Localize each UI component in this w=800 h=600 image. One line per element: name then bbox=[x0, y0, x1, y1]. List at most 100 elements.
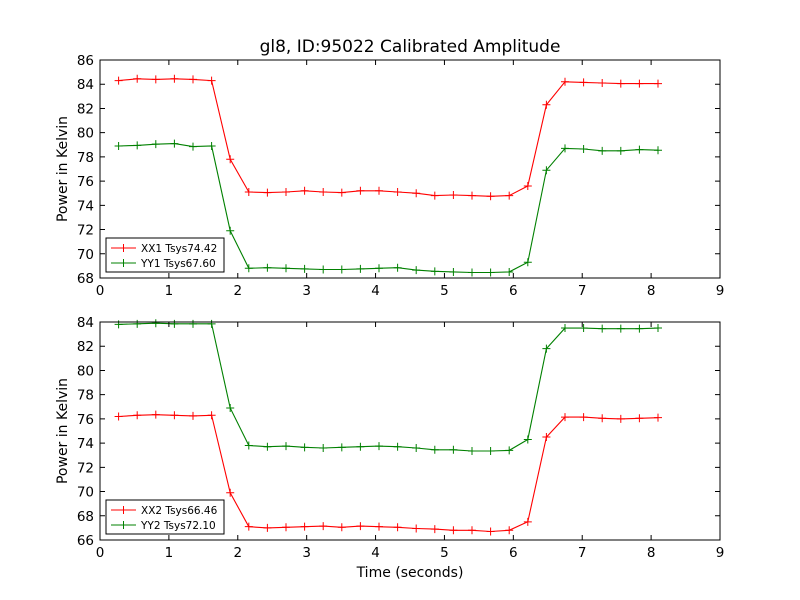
legend-marker bbox=[119, 521, 128, 529]
data-point bbox=[151, 319, 160, 328]
data-point bbox=[282, 188, 290, 197]
data-point bbox=[319, 188, 328, 197]
data-point bbox=[263, 263, 272, 272]
data-point bbox=[486, 446, 495, 455]
y-tick-label: 70 bbox=[77, 485, 94, 501]
data-point bbox=[170, 319, 179, 328]
data-point bbox=[654, 324, 662, 333]
data-point bbox=[244, 522, 253, 531]
x-tick-label: 9 bbox=[716, 545, 725, 561]
data-point bbox=[356, 264, 365, 273]
data-point bbox=[133, 411, 142, 420]
data-point bbox=[616, 414, 625, 423]
data-point bbox=[635, 324, 644, 333]
data-point bbox=[561, 77, 569, 86]
data-point bbox=[616, 79, 625, 88]
data-point bbox=[654, 146, 662, 155]
data-point bbox=[133, 74, 142, 83]
x-tick-label: 7 bbox=[578, 283, 587, 299]
data-point bbox=[282, 523, 290, 532]
data-point bbox=[282, 442, 290, 451]
data-point bbox=[468, 191, 476, 200]
data-point bbox=[523, 435, 532, 444]
x-axis-label: Time (seconds) bbox=[356, 565, 464, 581]
y-tick-label: 74 bbox=[77, 436, 94, 452]
data-point bbox=[375, 264, 383, 273]
data-point bbox=[412, 524, 421, 533]
legend-entry: XX1 Tsys74.42 bbox=[141, 243, 217, 255]
x-tick-label: 1 bbox=[165, 283, 174, 299]
legend-marker bbox=[119, 244, 128, 252]
data-point bbox=[430, 267, 439, 276]
x-tick-label: 0 bbox=[96, 283, 105, 299]
data-point bbox=[654, 79, 662, 88]
data-point bbox=[635, 79, 644, 88]
data-point bbox=[151, 140, 160, 149]
y-axis-label: Power in Kelvin bbox=[55, 378, 71, 484]
data-point bbox=[300, 264, 309, 273]
data-point bbox=[319, 443, 328, 452]
data-point bbox=[244, 188, 253, 197]
data-point bbox=[114, 141, 123, 150]
data-point bbox=[505, 446, 514, 455]
data-point bbox=[244, 441, 253, 450]
data-point bbox=[505, 191, 514, 200]
legend-marker bbox=[119, 259, 128, 267]
data-point bbox=[579, 145, 588, 154]
data-point bbox=[226, 226, 235, 235]
legend: XX2 Tsys66.46 YY2 Tsys72.10 bbox=[105, 499, 225, 535]
plot-frame bbox=[99, 59, 721, 279]
data-point bbox=[616, 146, 625, 155]
legend: XX1 Tsys74.42 YY1 Tsys67.60 bbox=[105, 237, 225, 273]
chart-title: gl8, ID:95022 Calibrated Amplitude bbox=[260, 37, 561, 57]
y-tick-label: 72 bbox=[77, 460, 94, 476]
data-point bbox=[375, 186, 383, 195]
y-tick-label: 78 bbox=[77, 150, 94, 166]
data-point bbox=[226, 488, 235, 497]
data-point bbox=[189, 75, 197, 84]
legend-marker bbox=[119, 506, 128, 514]
data-point bbox=[207, 141, 216, 150]
data-point bbox=[319, 265, 328, 274]
y-tick-label: 84 bbox=[77, 77, 94, 93]
data-point bbox=[226, 403, 235, 412]
y-tick-label: 74 bbox=[77, 198, 94, 214]
legend-entry: XX2 Tsys66.46 bbox=[141, 505, 218, 517]
legend-box bbox=[105, 237, 225, 273]
data-point bbox=[635, 145, 644, 154]
data-point bbox=[133, 319, 142, 328]
data-point bbox=[561, 144, 569, 153]
data-point bbox=[393, 442, 402, 451]
data-point bbox=[542, 433, 551, 442]
data-point bbox=[337, 188, 346, 197]
data-point bbox=[523, 517, 532, 526]
data-point bbox=[337, 265, 346, 274]
data-point bbox=[393, 523, 402, 532]
data-point bbox=[282, 264, 290, 273]
data-point bbox=[598, 146, 607, 155]
data-point bbox=[300, 186, 309, 195]
y-tick-label: 86 bbox=[77, 53, 94, 69]
data-point bbox=[598, 79, 607, 88]
data-point bbox=[468, 268, 476, 277]
data-point bbox=[598, 324, 607, 333]
data-point bbox=[449, 191, 458, 200]
data-point bbox=[337, 523, 346, 532]
data-point bbox=[430, 191, 439, 200]
x-tick-label: 6 bbox=[509, 283, 518, 299]
data-point bbox=[263, 188, 272, 197]
data-point bbox=[523, 181, 532, 190]
data-point bbox=[412, 266, 421, 275]
y-tick-label: 82 bbox=[77, 101, 94, 117]
data-point bbox=[356, 186, 365, 195]
series-line-1-1 bbox=[118, 78, 658, 197]
data-point bbox=[486, 192, 495, 201]
data-point bbox=[375, 442, 383, 451]
data-point bbox=[226, 155, 235, 164]
data-point bbox=[505, 267, 514, 276]
data-point bbox=[486, 527, 495, 536]
y-tick-label: 76 bbox=[77, 412, 94, 428]
data-point bbox=[244, 264, 253, 273]
